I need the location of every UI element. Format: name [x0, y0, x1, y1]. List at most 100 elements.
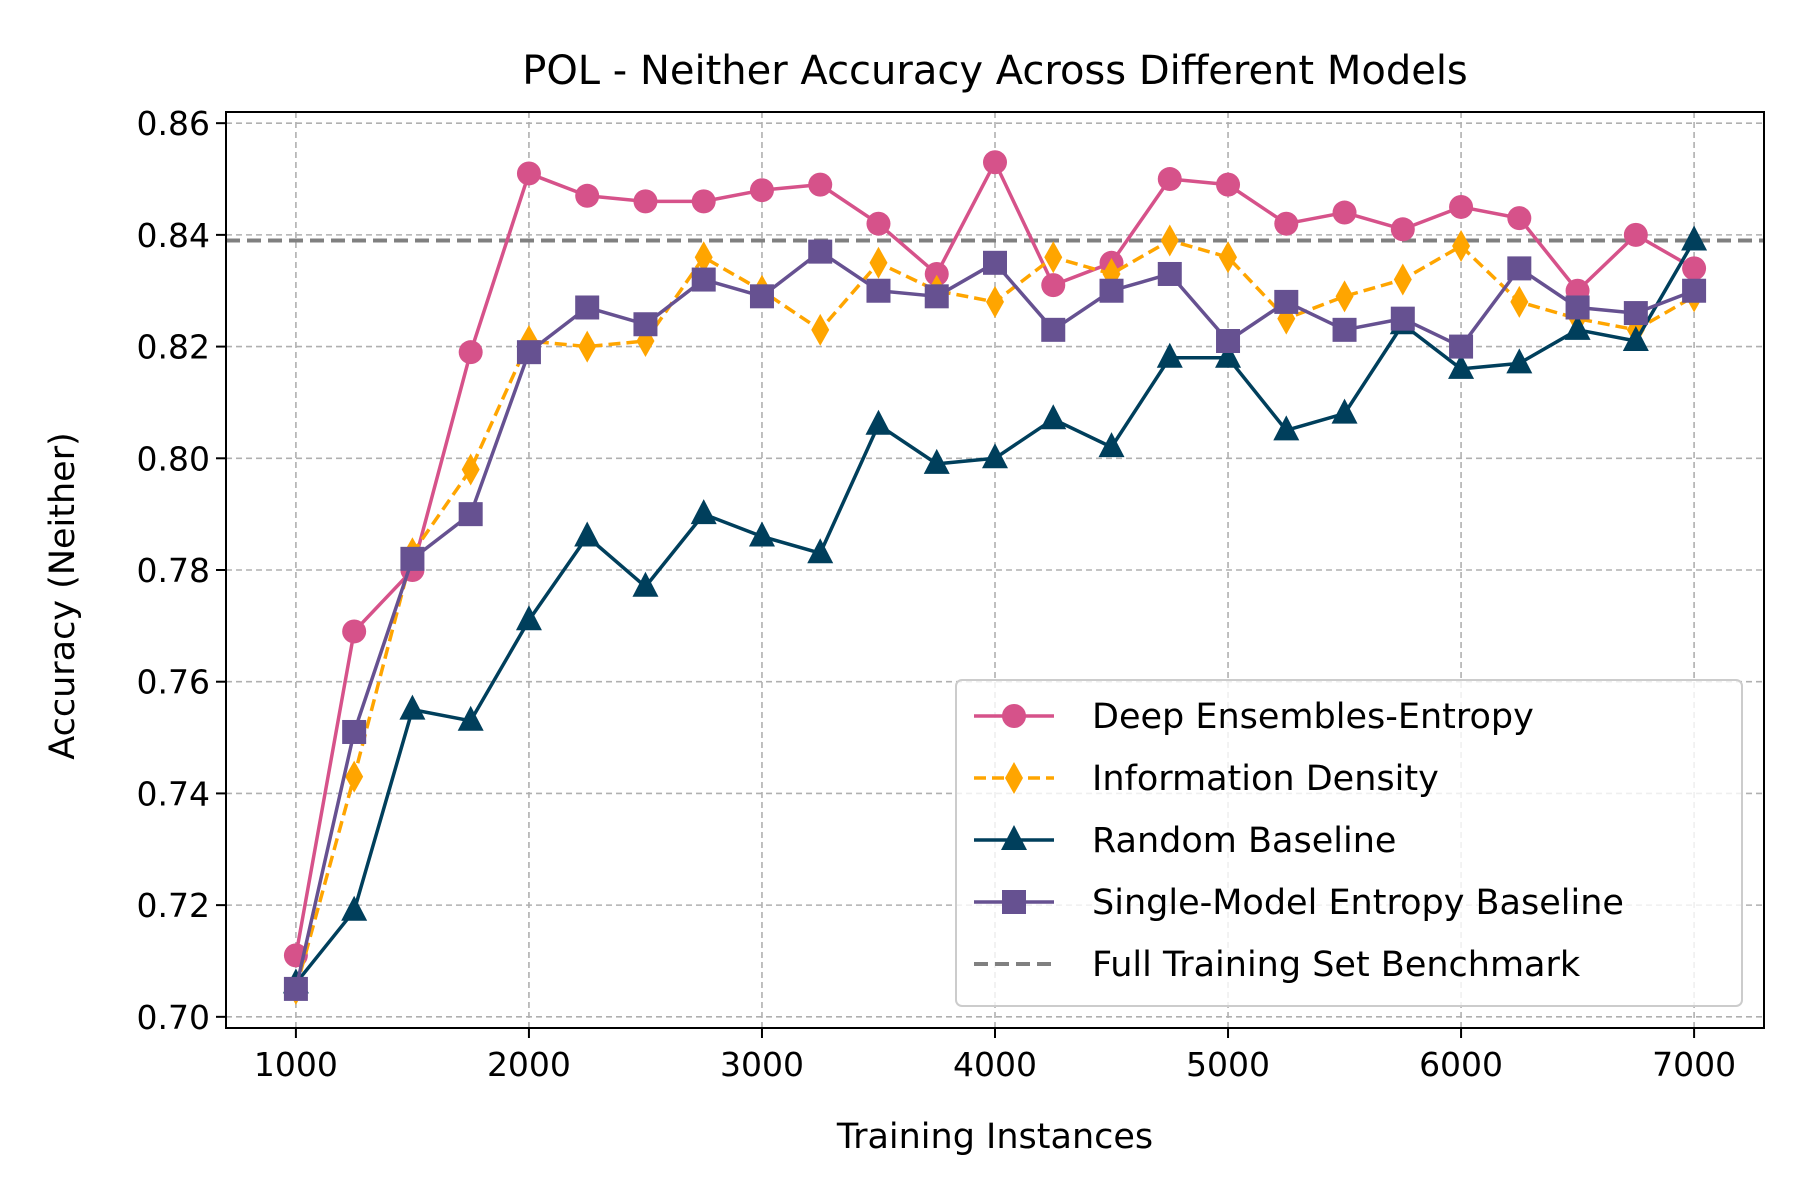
- data-point: [1681, 225, 1708, 251]
- data-point: [1331, 398, 1358, 424]
- legend: Deep Ensembles-Entropy Information Densit…: [955, 679, 1743, 1007]
- data-point: [1390, 217, 1415, 242]
- data-point: [983, 250, 1007, 275]
- data-point: [575, 295, 600, 320]
- data-point: [982, 443, 1008, 469]
- data-point: [808, 172, 833, 197]
- data-point: [691, 189, 716, 214]
- data-point: [342, 719, 367, 744]
- series-random-baseline: [282, 225, 1708, 994]
- data-point: [457, 705, 484, 731]
- x-tick-label: 2000: [487, 1045, 571, 1084]
- data-point: [1156, 342, 1183, 368]
- legend-label: Single-Model Entropy Baseline: [1092, 883, 1624, 923]
- y-tick-label: 0.86: [137, 104, 210, 143]
- chart-title: POL - Neither Accuracy Across Different …: [522, 48, 1468, 94]
- data-point: [458, 502, 483, 527]
- legend-box: [955, 679, 1743, 1007]
- data-point: [924, 284, 949, 309]
- y-tick-label: 0.74: [137, 774, 210, 813]
- data-point: [515, 605, 542, 631]
- data-point: [748, 521, 775, 547]
- data-point: [983, 150, 1007, 175]
- data-point: [341, 895, 368, 921]
- data-point: [1099, 278, 1124, 303]
- data-point: [808, 239, 833, 264]
- data-point: [811, 313, 830, 346]
- data-point: [986, 285, 1004, 318]
- data-point: [1622, 326, 1649, 351]
- legend-label: Deep Ensembles-Entropy: [1092, 697, 1534, 737]
- data-point: [1157, 167, 1182, 192]
- data-point: [461, 453, 480, 486]
- y-tick-label: 0.84: [137, 216, 210, 255]
- data-point: [924, 261, 949, 286]
- data-point: [1623, 222, 1648, 247]
- data-point: [749, 284, 774, 309]
- x-tick-label: 5000: [1186, 1045, 1270, 1084]
- data-point: [633, 312, 658, 337]
- y-tick-label: 0.76: [137, 663, 210, 702]
- data-point: [869, 246, 888, 279]
- data-point: [1390, 306, 1415, 331]
- data-point: [633, 189, 658, 214]
- x-tick-label: 1000: [254, 1045, 338, 1084]
- data-point: [1510, 285, 1529, 318]
- y-tick-label: 0.72: [137, 886, 210, 925]
- data-point: [865, 409, 892, 435]
- x-tick-label: 3000: [720, 1045, 804, 1084]
- data-point: [694, 241, 713, 274]
- data-point: [1040, 404, 1067, 430]
- data-point: [1682, 256, 1707, 281]
- data-point: [807, 538, 834, 564]
- data-point: [923, 448, 950, 474]
- data-point: [1393, 263, 1412, 296]
- data-point: [345, 760, 364, 793]
- legend-label: Information Density: [1092, 759, 1439, 799]
- data-point: [399, 694, 426, 720]
- legend-label: Full Training Set Benchmark: [1092, 945, 1581, 985]
- data-point: [1335, 280, 1354, 313]
- data-point: [1682, 278, 1707, 303]
- data-point: [1216, 329, 1241, 353]
- data-point: [1098, 432, 1125, 458]
- x-tick-label: 4000: [953, 1045, 1037, 1084]
- series-single-model-entropy-baseline: [283, 239, 1707, 1001]
- data-point: [578, 330, 597, 363]
- data-point: [1449, 334, 1474, 359]
- data-point: [1565, 295, 1590, 320]
- data-point: [575, 183, 600, 208]
- x-tick-label: 6000: [1419, 1045, 1503, 1084]
- x-axis-label: Training Instances: [836, 1117, 1153, 1157]
- legend-marker: [1002, 704, 1026, 728]
- data-point: [1507, 206, 1532, 231]
- data-point: [1564, 314, 1591, 340]
- x-tick-label: 7000: [1652, 1045, 1736, 1084]
- data-point: [1449, 194, 1474, 219]
- data-point: [866, 211, 891, 236]
- axes: 1000 2000 3000 4000 5000 6000 7000 0.70 0.72 0.74…: [137, 104, 1737, 1084]
- data-point: [458, 340, 483, 365]
- data-point: [342, 619, 367, 644]
- data-point: [866, 278, 891, 303]
- legend-marker: [1005, 762, 1023, 794]
- y-tick-label: 0.80: [137, 439, 210, 478]
- data-point: [1452, 230, 1471, 263]
- data-point: [574, 521, 601, 547]
- data-point: [1216, 172, 1241, 197]
- data-point: [516, 161, 541, 186]
- data-point: [516, 340, 541, 365]
- y-tick-label: 0.70: [137, 998, 210, 1037]
- data-point: [1160, 224, 1179, 257]
- data-point: [1506, 348, 1533, 374]
- data-point: [1215, 342, 1242, 368]
- data-point: [1448, 353, 1475, 379]
- data-point: [691, 267, 716, 292]
- data-point: [632, 571, 659, 597]
- data-point: [690, 499, 717, 525]
- data-point: [1332, 200, 1357, 225]
- data-point: [1157, 261, 1182, 286]
- data-point: [1274, 211, 1299, 236]
- data-point: [1623, 301, 1648, 326]
- data-point: [1041, 317, 1066, 342]
